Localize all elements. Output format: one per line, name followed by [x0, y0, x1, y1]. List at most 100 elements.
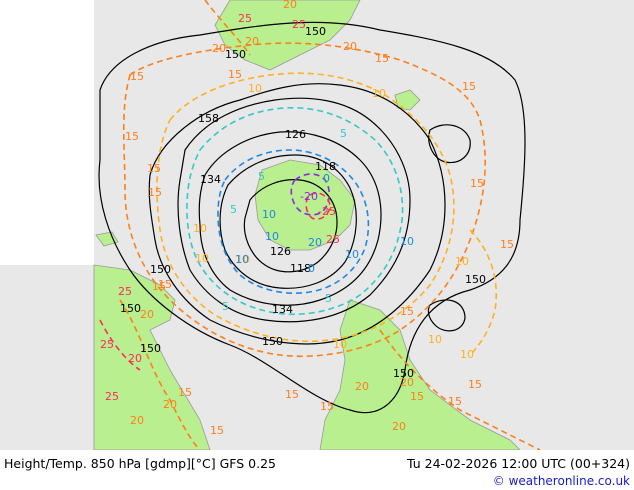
temp-label: 15: [320, 400, 334, 413]
temp-label: 10: [460, 348, 474, 361]
isotherm-10: [156, 72, 455, 343]
temp-label: 15: [228, 68, 242, 81]
temp-label: 5: [222, 300, 229, 313]
height-label: 150: [393, 367, 414, 380]
europe-land: [93, 264, 211, 450]
height-label: 150: [150, 263, 171, 276]
height-label: 134: [272, 303, 293, 316]
temp-label: 5: [325, 292, 332, 305]
temp-label: 15: [410, 390, 424, 403]
temp-label: 20: [308, 236, 322, 249]
brand-link[interactable]: © weatheronline.co.uk: [492, 474, 630, 488]
temp-label: 10: [262, 208, 276, 221]
forecast-datetime: Tu 24-02-2026 12:00 UTC (00+324): [407, 456, 630, 471]
isotherm-20-sw: [119, 299, 201, 450]
height-label: 118: [315, 160, 336, 173]
temp-label: 15: [448, 395, 462, 408]
temp-label: 15: [130, 70, 144, 83]
temp-label: 10: [333, 338, 347, 351]
temp-label: 25: [105, 390, 119, 403]
temp-label: -25: [318, 205, 336, 218]
temp-label: 20: [400, 376, 414, 389]
temp-label: 5: [340, 127, 347, 140]
temperature-labels: 20 25 25 20 20 15 15 15 10 15 10 15 15 1…: [100, 0, 514, 437]
temp-label: -20: [300, 190, 318, 203]
temp-label: 10: [236, 253, 250, 266]
temp-label: 20: [245, 35, 259, 48]
temp-label: 15: [375, 52, 389, 65]
height-label: 134: [200, 173, 221, 186]
temp-label: 10: [248, 82, 262, 95]
isotherm-minus-20: [290, 173, 331, 216]
temp-label: 20: [163, 398, 177, 411]
height-contour-150-outer: [98, 21, 526, 414]
temp-label: 25: [118, 285, 132, 298]
greenland-land: [214, 0, 361, 71]
temp-label: 15: [500, 238, 514, 251]
temp-label: 10: [345, 248, 359, 261]
height-contour-se-loop: [427, 299, 466, 332]
height-label: 150: [262, 335, 283, 348]
height-label: 150: [120, 302, 141, 315]
temp-label: 10: [235, 253, 249, 266]
land-masses: [0, 0, 521, 450]
temp-label: 20: [355, 380, 369, 393]
height-label: 126: [270, 245, 291, 258]
height-label: 126: [285, 128, 306, 141]
isotherm-minus-25: [305, 192, 331, 220]
temp-label: 15: [147, 162, 161, 175]
temp-label: 20: [130, 414, 144, 427]
temp-label: 5: [258, 170, 265, 183]
temp-label: 5: [230, 203, 237, 216]
height-label: 150: [140, 342, 161, 355]
temp-label: 10: [195, 252, 209, 265]
temperature-isotherms: [99, 0, 541, 450]
temp-label: 25: [292, 18, 306, 31]
temp-label: 15: [158, 278, 172, 291]
temp-label: 15: [210, 424, 224, 437]
small-island-2: [95, 231, 119, 247]
height-contours: [98, 21, 526, 414]
height-contour-small-loop: [428, 124, 471, 164]
isotherm-25-sw: [99, 319, 141, 371]
temp-label: 15: [148, 186, 162, 199]
height-label: 118: [290, 262, 311, 275]
temp-label: 10: [265, 230, 279, 243]
temp-label: 20: [212, 42, 226, 55]
temp-label: 25: [100, 338, 114, 351]
isotherm-10-e: [469, 229, 498, 356]
isotherm-15: [122, 42, 486, 358]
weather-map: 150 150 158 126 134 118 126 150 118 150 …: [0, 0, 634, 450]
isotherm-5: [186, 106, 404, 315]
temp-label: 10: [400, 235, 414, 248]
temp-label: 0: [308, 262, 315, 275]
temp-label: 15: [462, 80, 476, 93]
isotherm-0: [217, 149, 370, 294]
temp-label: 20: [140, 308, 154, 321]
temp-label: 10: [455, 255, 469, 268]
isotherm-20-nw: [204, 0, 251, 56]
temp-label: 15: [470, 177, 484, 190]
temp-label: 15: [468, 378, 482, 391]
temp-label: 15: [285, 388, 299, 401]
temp-label: 15: [178, 386, 192, 399]
temp-label: 10: [193, 222, 207, 235]
height-contour-150-inner: [148, 83, 446, 345]
temp-label: 20: [128, 352, 142, 365]
temp-label: 10: [428, 333, 442, 346]
height-label: 158: [198, 112, 219, 125]
temp-label: 20: [392, 420, 406, 433]
temp-label: 25: [238, 12, 252, 25]
temp-label: 20: [283, 0, 297, 11]
height-label: 150: [305, 25, 326, 38]
isotherm-15-se: [379, 329, 541, 450]
height-labels: 150 150 158 126 134 118 126 150 118 150 …: [120, 25, 486, 380]
height-contour-118: [243, 179, 338, 273]
height-label: 150: [225, 48, 246, 61]
height-contour-134: [198, 131, 382, 306]
temp-label: 10: [372, 87, 386, 100]
temp-label: 0: [323, 172, 330, 185]
map-title: Height/Temp. 850 hPa [gdmp][°C] GFS 0.25: [4, 456, 276, 471]
arctic-islands: [254, 159, 356, 251]
height-contour-126: [219, 154, 357, 289]
